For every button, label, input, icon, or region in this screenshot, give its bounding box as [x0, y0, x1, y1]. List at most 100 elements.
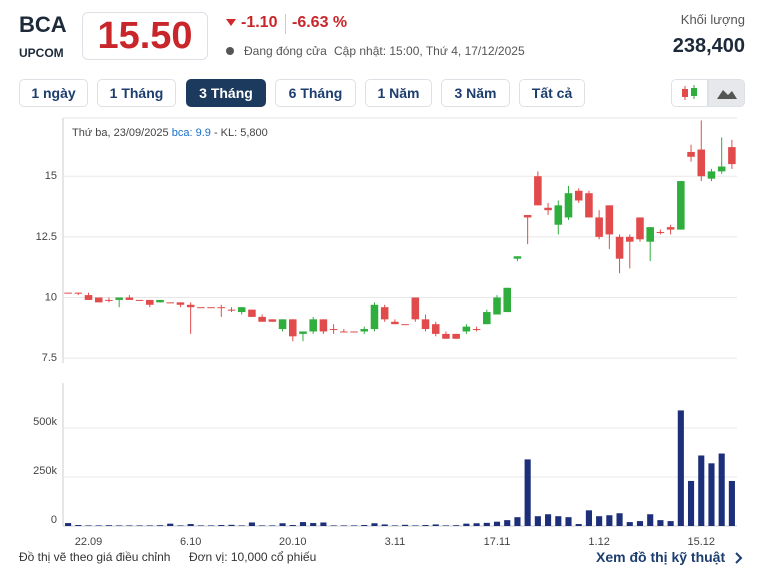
volume-bar [687, 480, 695, 526]
volume-bar [493, 521, 501, 526]
change: -1.10 [241, 14, 278, 31]
candle-body [554, 205, 563, 225]
volume-bar [371, 523, 378, 526]
candle-body [248, 309, 256, 317]
candle-body [340, 331, 348, 333]
y-tick-label: 7.5 [42, 352, 57, 364]
volume-bar [197, 525, 204, 526]
technical-link[interactable]: Xem đồ thị kỹ thuật [596, 549, 726, 565]
volume-bar [65, 523, 72, 526]
volume-bar [75, 525, 82, 526]
tab[interactable]: 3 Tháng [186, 79, 266, 107]
volume-label: Khối lượng [680, 12, 745, 27]
candle-body [166, 302, 175, 304]
volume-bar [228, 524, 235, 526]
volume-bar [596, 516, 603, 526]
volume-bar [310, 523, 317, 526]
candle-body [278, 319, 287, 330]
tab[interactable]: Tất cả [519, 79, 585, 107]
candle-body [595, 217, 603, 237]
change-pct: -6.63 % [292, 14, 348, 31]
candle-body [197, 307, 205, 309]
x-tick-label: 3.11 [385, 536, 406, 548]
x-tick-label: 17.11 [484, 536, 511, 548]
footer-unit: Đơn vị: 10,000 cổ phiếu [189, 550, 317, 564]
candle-body [605, 205, 614, 235]
candle-body [544, 207, 552, 211]
volume-bar [585, 510, 592, 526]
volume-bar [545, 514, 552, 526]
volume-bar [616, 513, 623, 526]
area-icon [717, 90, 737, 99]
candle-body [534, 176, 542, 206]
volume-bar [187, 524, 194, 526]
volume-tick-label: 500k [33, 416, 57, 428]
candle-icon [682, 85, 697, 100]
tab[interactable]: 3 Năm [441, 79, 510, 107]
volume-bar [708, 463, 715, 526]
candle-body [227, 309, 236, 311]
volume-bar [402, 524, 409, 526]
tab[interactable]: 1 Năm [365, 79, 432, 107]
tab[interactable]: 6 Tháng [275, 79, 356, 107]
down-arrow [226, 19, 236, 26]
volume-bar [146, 525, 153, 526]
volume-bar [575, 524, 582, 526]
y-tick-label: 15 [45, 170, 57, 182]
area-toggle[interactable] [708, 79, 745, 107]
tab[interactable]: 1 ngày [19, 79, 88, 107]
volume-bar [361, 525, 368, 526]
candle-body [329, 329, 338, 331]
volume-bar [626, 522, 633, 526]
volume-bar [667, 521, 674, 526]
candle-body [503, 287, 512, 313]
tooltip: Thứ ba, 23/09/2025 bca: 9.9 - KL: 5,800 [72, 127, 268, 139]
candle-body [125, 297, 134, 300]
candle-body [319, 319, 328, 332]
candle-body [431, 324, 440, 334]
x-tick-label: 6.10 [180, 536, 201, 548]
tooltip-series: bca: 9.9 [172, 127, 211, 139]
candle-body [564, 193, 573, 218]
candle-body [74, 292, 83, 294]
price: 15.50 [82, 12, 208, 60]
candle-body [677, 181, 685, 230]
candle-body [728, 147, 736, 165]
candle-body [176, 302, 185, 305]
volume-bar [524, 459, 531, 526]
candle-body [105, 299, 113, 301]
volume-bar [442, 525, 450, 526]
candle-body [299, 331, 307, 334]
chevron [735, 552, 743, 564]
candle-body [411, 297, 420, 320]
candle-body [472, 329, 481, 331]
candle-body [493, 297, 501, 315]
x-tick-label: 1.12 [588, 536, 609, 548]
volume: 238,400 [672, 35, 745, 57]
volume-bar [391, 525, 398, 526]
volume-bar [85, 525, 92, 526]
candle-body [370, 304, 379, 330]
candle-body [646, 227, 654, 242]
volume-bar [156, 525, 164, 526]
volume-bar [677, 410, 684, 526]
candle-body [64, 292, 72, 294]
candle-body [350, 331, 358, 333]
volume-bar [136, 525, 143, 526]
volume-bar [483, 522, 490, 526]
candle-body [442, 333, 450, 339]
volume-tick-label: 250k [33, 465, 57, 477]
volume-bar [565, 517, 572, 526]
candle-body [666, 227, 675, 230]
volume-bar [279, 523, 286, 526]
candle-body [636, 217, 644, 240]
tab[interactable]: 1 Tháng [97, 79, 176, 107]
volume-bar [218, 525, 225, 526]
candle-body [156, 299, 164, 303]
candle-body [462, 326, 471, 332]
candle-body [615, 236, 624, 259]
volume-bar [177, 525, 184, 526]
x-tick-label: 20.10 [279, 536, 307, 548]
candle-toggle[interactable] [671, 79, 708, 107]
volume-bar [453, 525, 460, 526]
